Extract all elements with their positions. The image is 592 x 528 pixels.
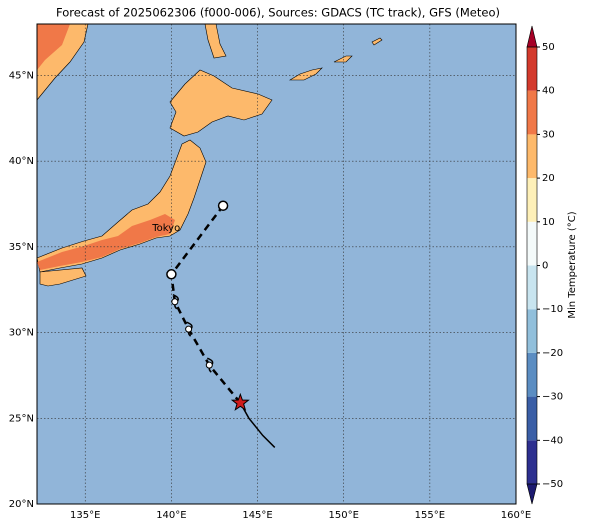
colorbar-segment	[527, 265, 537, 310]
city-label: Tokyo	[151, 223, 180, 234]
colorbar-segment	[527, 178, 537, 222]
colorbar-tick-label: −50	[542, 479, 563, 490]
colorbar-tick-label: −10	[542, 304, 563, 315]
colorbar-under	[526, 483, 538, 505]
colorbar-tick-label: 20	[542, 173, 555, 184]
y-tick-label: 30°N	[9, 328, 34, 339]
colorbar-tick-label: 40	[542, 86, 555, 97]
storm-marker-center	[171, 298, 179, 306]
frame	[36, 23, 517, 505]
colorbar-tick-label: 30	[542, 129, 555, 140]
x-tick-label: 135°E	[70, 510, 100, 521]
colorbar-tick-label: 50	[542, 42, 555, 53]
storm-marker-center	[185, 325, 193, 333]
y-tick-label: 40°N	[9, 156, 34, 167]
y-tick-label: 35°N	[9, 242, 34, 253]
colorbar-tick-label: −20	[542, 348, 563, 359]
x-tick-label: 160°E	[501, 510, 531, 521]
y-tick-label: 20°N	[9, 499, 34, 510]
colorbar-label: Min Temperature (°C)	[567, 211, 578, 318]
colorbar-tick-label: 10	[542, 217, 555, 228]
colorbar-over	[526, 25, 538, 48]
colorbar-segment	[527, 90, 537, 135]
colorbar-segment	[527, 221, 537, 266]
ocean	[37, 24, 516, 504]
colorbar-segment	[527, 352, 537, 397]
colorbar-tick-label: −40	[542, 435, 563, 446]
x-tick-label: 145°E	[242, 510, 272, 521]
storm-marker-center	[205, 361, 213, 369]
land	[36, 23, 383, 287]
colorbar-segment	[527, 440, 537, 484]
x-tick-label: 155°E	[415, 510, 445, 521]
colorbar-segment	[527, 309, 537, 353]
x-tick-label: 140°E	[156, 510, 186, 521]
colorbar-tick-label: −30	[542, 392, 563, 403]
colorbar-tick-label: 0	[542, 261, 548, 272]
past-track	[239, 402, 276, 448]
colorbar-segment	[527, 47, 537, 91]
x-tick-label: 150°E	[328, 510, 358, 521]
track-point	[217, 200, 229, 211]
track-point	[166, 269, 177, 280]
forecast-track	[170, 204, 242, 404]
colorbar-segment	[527, 396, 537, 441]
y-tick-label: 25°N	[9, 413, 34, 424]
storm-position	[230, 392, 250, 411]
chart-title: Forecast of 2025062306 (f000-006), Sourc…	[56, 6, 500, 20]
colorbar-segment	[527, 134, 537, 179]
y-tick-label: 45°N	[9, 70, 34, 81]
